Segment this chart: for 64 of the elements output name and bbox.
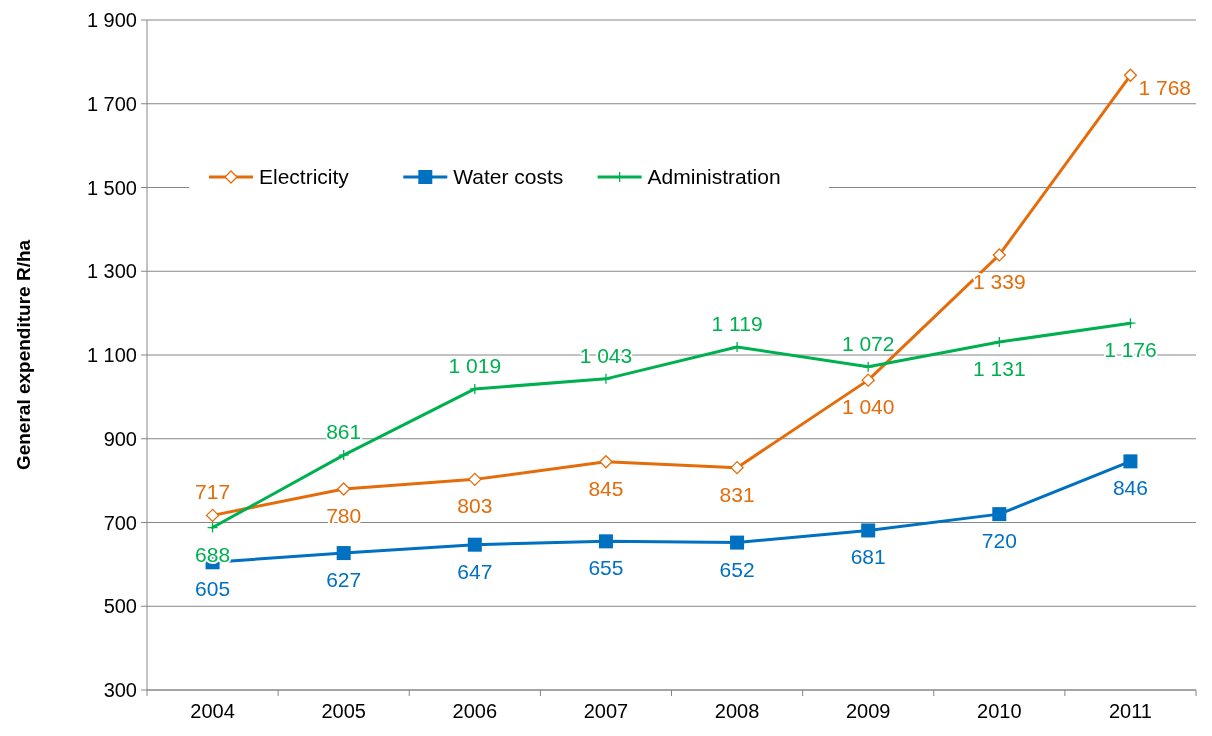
point [992,248,1006,262]
point [730,535,745,550]
y-tick-label: 1 500 [86,176,137,199]
point [861,523,876,538]
y-tick-label: 1 100 [86,344,137,366]
data-label: 605 [195,577,231,601]
legend-label: Water costs [453,165,564,188]
data-label: 681 [850,545,886,569]
point [206,521,219,534]
point [205,508,220,523]
y-tick-label: 700 [103,511,137,534]
point [338,449,350,461]
data-label: 780 [326,504,362,527]
data-label: 652 [719,557,755,581]
point [861,373,875,387]
point [1124,317,1137,329]
x-tick-label: 2008 [714,700,760,722]
data-label: 688 [195,542,231,566]
data-label: 861 [326,420,362,444]
x-tick-label: 2009 [845,700,891,722]
data-label: 1 072 [841,331,895,355]
data-label: 1 131 [973,357,1026,381]
x-tick-label: 2010 [977,700,1022,722]
data-label: 1 176 [1104,338,1157,362]
x-tick-label: 2011 [1108,700,1152,722]
data-label: 831 [719,482,755,506]
point [1123,454,1138,469]
data-label: 1 019 [448,353,502,377]
data-label: 1 339 [973,269,1026,293]
point [598,534,613,549]
data-label: 1 040 [841,395,895,419]
legend-label: Administration [647,165,781,188]
y-tick-label: 300 [103,679,137,701]
data-label: 1 768 [1138,76,1191,100]
y-tick-label: 1 700 [86,92,137,115]
data-label: 1 043 [579,343,633,367]
data-label: 720 [981,529,1017,553]
y-tick-label: 500 [103,595,137,618]
data-label: 647 [457,559,493,583]
y-tick-label: 1 300 [86,260,137,283]
legend-label: Electricity [259,165,350,188]
point [730,460,744,475]
point [1123,68,1138,82]
x-tick-label: 2006 [452,700,498,722]
point [336,546,351,561]
x-tick-label: 2007 [583,700,629,722]
y-tick-label: 1 900 [86,9,137,31]
data-label: 803 [457,494,493,518]
point [467,537,482,552]
y-tick-label: 900 [103,427,137,450]
point [337,482,351,496]
x-tick-label: 2004 [190,700,235,722]
data-label: 627 [326,568,362,592]
point [599,455,613,469]
point [862,361,874,373]
point [992,507,1007,522]
y-axis-title: General expenditure R/ha [13,239,34,471]
data-label: 1 119 [711,312,763,336]
data-label: 655 [588,556,624,580]
point [468,472,482,487]
x-tick-label: 2005 [321,700,366,722]
data-label: 717 [195,480,231,504]
data-label: 846 [1112,476,1148,500]
data-label: 845 [588,476,624,500]
